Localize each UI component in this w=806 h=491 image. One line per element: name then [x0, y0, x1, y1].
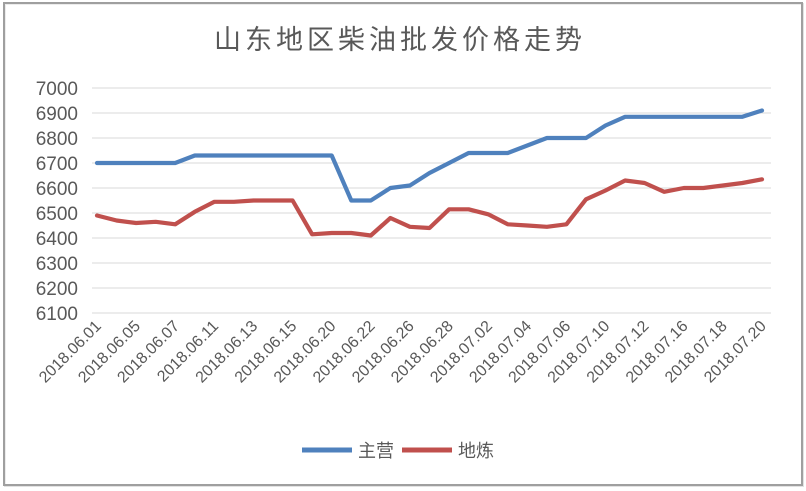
y-axis-tick-label: 6500 — [36, 204, 78, 225]
y-axis-tick-label: 6700 — [36, 154, 78, 175]
series-lines — [94, 108, 765, 238]
y-axis-tick-label: 6900 — [36, 104, 78, 125]
y-axis-labels: 7000 6900 6800 6700 6600 6500 6400 6300 6200 6100 — [36, 79, 78, 325]
y-axis-tick-label: 6800 — [36, 129, 78, 150]
local-refinery-series-line — [94, 177, 765, 238]
legend-main-label: 主营 — [358, 441, 394, 461]
y-axis-tick-label: 6100 — [36, 304, 78, 325]
y-axis-tick-label: 6200 — [36, 279, 78, 300]
legend-local-label: 地炼 — [458, 441, 494, 461]
gridlines — [92, 87, 771, 314]
y-axis-tick-label: 6400 — [36, 229, 78, 250]
chart-title: 山东地区柴油批发价格走势 — [214, 25, 586, 56]
legend: 主营 地炼 — [302, 441, 494, 461]
y-axis-tick-label: 6300 — [36, 254, 78, 275]
y-axis-tick-label: 6600 — [36, 179, 78, 200]
main-series-line — [94, 108, 765, 203]
y-axis-tick-label: 7000 — [36, 79, 78, 100]
x-axis-labels: 2018.06.012018.06.052018.06.072018.06.11… — [36, 318, 770, 387]
